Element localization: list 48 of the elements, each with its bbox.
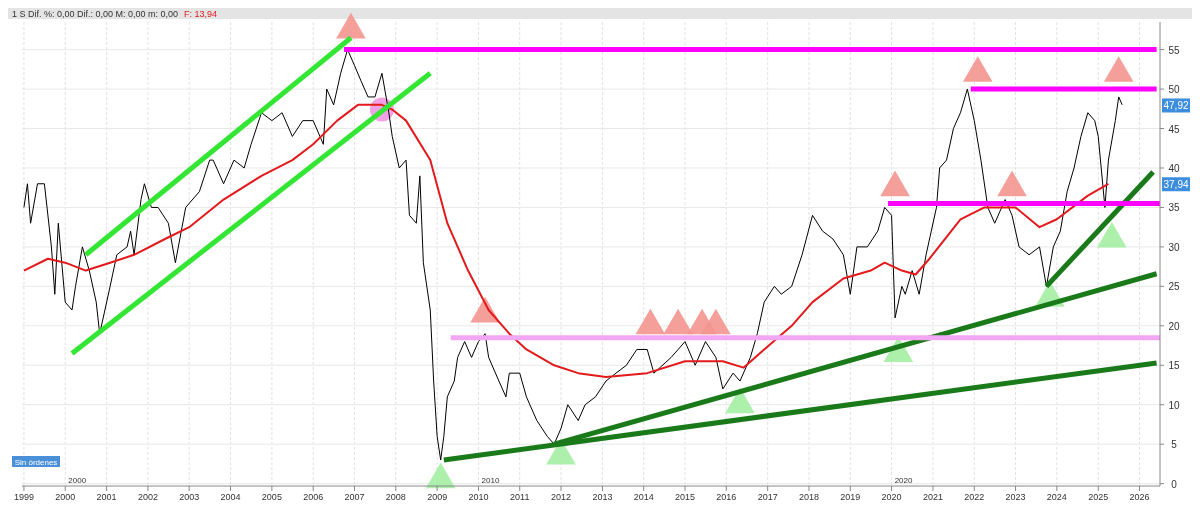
annotation: 2010 <box>481 476 500 485</box>
x-tick-label: 2012 <box>551 492 572 502</box>
x-tick-label: 2022 <box>964 492 985 502</box>
x-tick-label: 2009 <box>427 492 448 502</box>
y-tick-label: 45 <box>1168 123 1180 135</box>
y-tick-label: 40 <box>1168 162 1180 174</box>
x-tick-label: 2021 <box>922 492 943 502</box>
x-tick-label: 2020 <box>881 492 902 502</box>
x-tick-label: 2008 <box>385 492 406 502</box>
annotation: 2020 <box>894 476 914 485</box>
y-tick-label: 55 <box>1168 44 1180 56</box>
x-tick-label: 2014 <box>633 492 654 502</box>
y-tick-label: 50 <box>1168 84 1180 96</box>
annotation: 47,92 <box>1163 100 1189 112</box>
annotation: Sin órdenes <box>14 457 58 467</box>
y-tick-label: 20 <box>1168 320 1180 332</box>
y-tick-label: 10 <box>1168 399 1180 411</box>
x-tick-label: 2002 <box>137 492 158 502</box>
x-tick-label: 2003 <box>179 492 200 502</box>
x-tick-label: 2011 <box>510 492 530 502</box>
y-tick-label: 0 <box>1171 478 1178 490</box>
x-tick-label: 2026 <box>1129 492 1150 502</box>
x-tick-label: 1999 <box>13 492 34 502</box>
y-tick-label: 25 <box>1168 281 1180 293</box>
x-tick-label: 2007 <box>344 492 365 502</box>
x-tick-label: 2025 <box>1088 492 1109 502</box>
y-tick-label: 5 <box>1171 439 1178 451</box>
x-tick-label: 2005 <box>261 492 282 502</box>
y-tick-label: 15 <box>1168 360 1180 372</box>
x-tick-label: 2004 <box>220 492 241 502</box>
x-tick-label: 2015 <box>674 492 696 502</box>
x-tick-label: 2001 <box>96 492 117 502</box>
chart-title: 1 S Dif. %: 0,00 Dif.: 0,00 M: 0,00 m: 0,00 <box>12 9 179 19</box>
annotation: 2000 <box>68 476 87 485</box>
x-tick-label: 2024 <box>1046 492 1067 502</box>
x-tick-label: 2023 <box>1005 492 1026 502</box>
x-tick-label: 2016 <box>716 492 737 502</box>
chart-subtitle: F: 13,94 <box>184 9 218 19</box>
x-tick-label: 2000 <box>55 492 76 502</box>
x-tick-label: 2010 <box>468 492 489 502</box>
y-tick-label: 35 <box>1168 202 1180 214</box>
x-tick-label: 2006 <box>303 492 324 502</box>
x-tick-label: 2019 <box>840 492 861 502</box>
x-tick-label: 2013 <box>592 492 613 502</box>
annotation: 37,94 <box>1163 179 1189 191</box>
y-tick-label: 30 <box>1168 241 1180 253</box>
x-tick-label: 2018 <box>798 492 819 502</box>
x-tick-label: 2017 <box>757 492 778 502</box>
